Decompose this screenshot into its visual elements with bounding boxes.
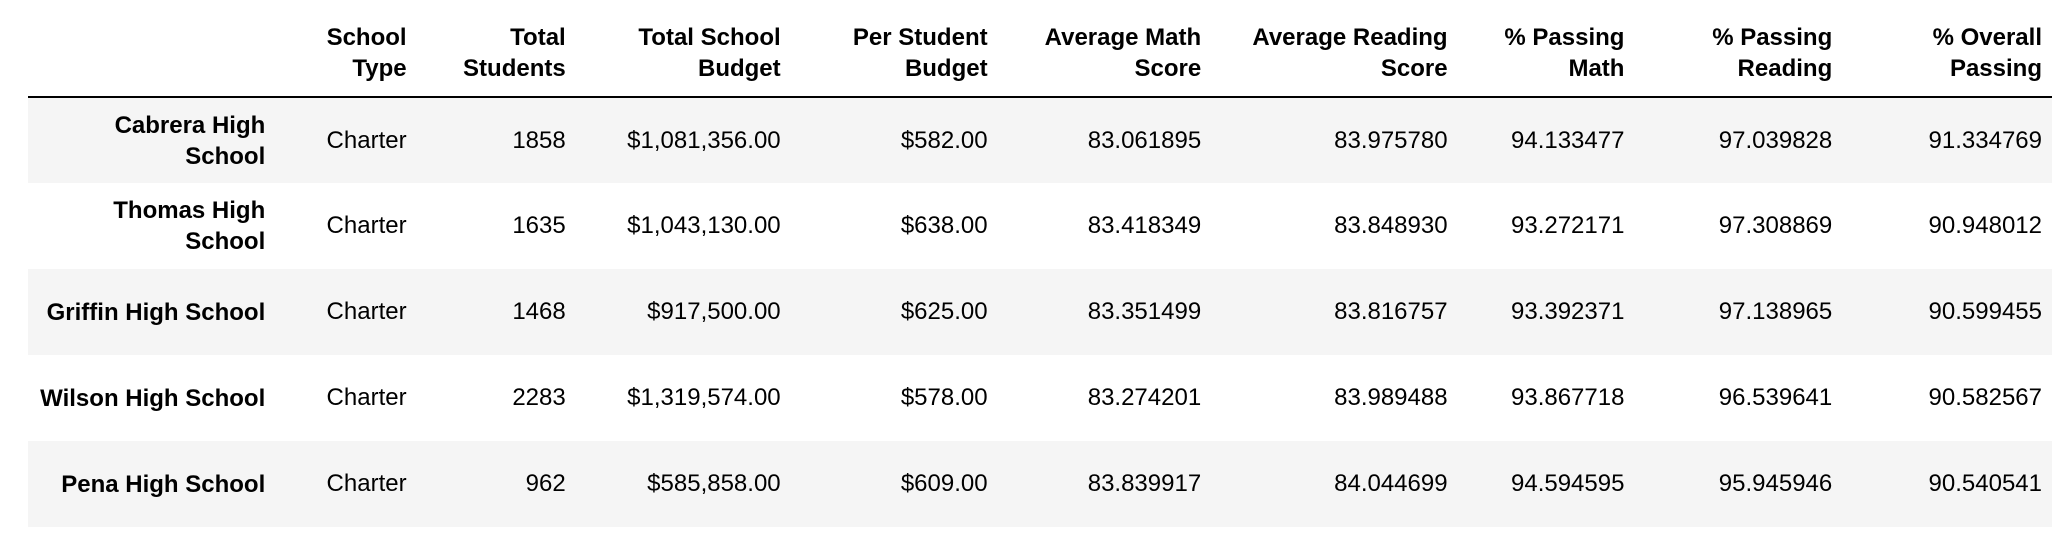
header-passing-reading: % Passing Reading <box>1634 18 1843 98</box>
header-per-student-budget: Per Student Budget <box>790 18 998 98</box>
table-row: Griffin High School Charter 1468 $917,50… <box>28 269 2052 355</box>
cell-overall-passing: 91.334769 <box>1928 126 2042 154</box>
table-row: Wilson High School Charter 2283 $1,319,5… <box>28 355 2052 441</box>
cell-average-math-score: 83.418349 <box>1087 212 1202 239</box>
cell-passing-math: 94.594595 <box>1511 470 1625 497</box>
cell-passing-reading: 96.539641 <box>1718 384 1833 411</box>
cell-passing-reading: 97.138965 <box>1718 298 1833 325</box>
row-school-name: Griffin High School <box>46 298 266 326</box>
cell-per-student-budget: $582.00 <box>900 126 988 154</box>
cell-overall-passing: 90.599455 <box>1928 298 2042 325</box>
cell-passing-math: 93.867718 <box>1511 384 1625 411</box>
cell-passing-reading: 97.308869 <box>1718 212 1833 239</box>
header-overall-passing: % Overall Passing <box>1842 18 2052 98</box>
cell-total-school-budget: $1,043,130.00 <box>627 212 781 239</box>
cell-average-math-score: 83.274201 <box>1087 384 1202 411</box>
cell-total-school-budget: $1,319,574.00 <box>627 384 781 411</box>
header-school-type: School Type <box>285 18 417 98</box>
table-row: Pena High School Charter 962 $585,858.00… <box>28 441 2052 527</box>
row-school-name: Wilson High School <box>40 384 266 412</box>
header-passing-math: % Passing Math <box>1457 18 1635 98</box>
cell-overall-passing: 90.948012 <box>1928 212 2042 239</box>
cell-per-student-budget: $578.00 <box>900 384 988 411</box>
table-header: School Type Total Students Total School … <box>28 18 2052 98</box>
row-school-name: Thomas High School <box>113 197 266 255</box>
cell-passing-math: 93.392371 <box>1511 298 1625 325</box>
cell-total-school-budget: $585,858.00 <box>647 470 781 497</box>
cell-passing-math: 93.272171 <box>1511 212 1625 239</box>
cell-total-students: 1468 <box>512 298 566 325</box>
school-summary-table: School Type Total Students Total School … <box>28 18 2052 527</box>
cell-total-students: 962 <box>525 470 566 497</box>
cell-passing-reading: 97.039828 <box>1718 126 1833 154</box>
cell-average-reading-score: 83.848930 <box>1334 212 1448 239</box>
cell-average-reading-score: 83.989488 <box>1334 384 1448 411</box>
cell-total-students: 2283 <box>512 384 566 411</box>
cell-average-reading-score: 83.975780 <box>1334 126 1448 154</box>
header-index <box>28 18 286 98</box>
cell-average-math-score: 83.351499 <box>1087 298 1202 325</box>
row-school-name: Cabrera High School <box>114 111 266 170</box>
cell-average-reading-score: 83.816757 <box>1334 298 1448 325</box>
cell-average-math-score: 83.061895 <box>1087 126 1202 154</box>
cell-passing-reading: 95.945946 <box>1718 470 1833 497</box>
cell-school-type: Charter <box>326 470 407 497</box>
header-total-school-budget: Total School Budget <box>575 18 791 98</box>
dataframe-container: School Type Total Students Total School … <box>28 18 2052 527</box>
cell-overall-passing: 90.540541 <box>1928 470 2042 497</box>
header-average-reading-score: Average Reading Score <box>1211 18 1458 98</box>
cell-average-math-score: 83.839917 <box>1087 470 1202 497</box>
cell-total-school-budget: $1,081,356.00 <box>627 126 781 154</box>
table-body: Cabrera High School Charter 1858 $1,081,… <box>28 97 2052 527</box>
cell-total-school-budget: $917,500.00 <box>647 298 781 325</box>
header-total-students: Total Students <box>416 18 576 98</box>
table-row: Cabrera High School Charter 1858 $1,081,… <box>28 97 2052 183</box>
cell-school-type: Charter <box>326 212 407 239</box>
cell-school-type: Charter <box>326 384 407 411</box>
header-average-math-score: Average Math Score <box>997 18 1212 98</box>
row-school-name: Pena High School <box>61 470 266 498</box>
header-row: School Type Total Students Total School … <box>28 18 2052 98</box>
cell-per-student-budget: $625.00 <box>900 298 988 325</box>
cell-average-reading-score: 84.044699 <box>1334 470 1448 497</box>
cell-school-type: Charter <box>326 126 407 154</box>
cell-per-student-budget: $638.00 <box>900 212 988 239</box>
cell-total-students: 1635 <box>512 212 566 239</box>
cell-total-students: 1858 <box>512 126 566 154</box>
cell-overall-passing: 90.582567 <box>1928 384 2042 411</box>
cell-per-student-budget: $609.00 <box>900 470 988 497</box>
cell-school-type: Charter <box>326 298 407 325</box>
table-row: Thomas High School Charter 1635 $1,043,1… <box>28 183 2052 269</box>
cell-passing-math: 94.133477 <box>1511 126 1625 154</box>
